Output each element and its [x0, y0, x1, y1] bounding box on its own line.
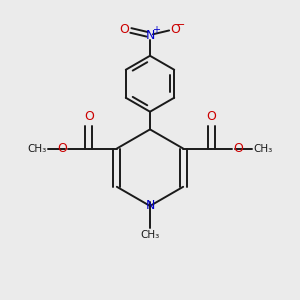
Text: N: N — [145, 29, 155, 42]
Text: CH₃: CH₃ — [27, 143, 46, 154]
Text: O: O — [233, 142, 243, 155]
Text: O: O — [84, 110, 94, 124]
Text: −: − — [176, 20, 185, 30]
Text: +: + — [152, 25, 160, 35]
Text: O: O — [57, 142, 67, 155]
Text: CH₃: CH₃ — [140, 230, 160, 239]
Text: O: O — [206, 110, 216, 124]
Text: N: N — [145, 200, 155, 212]
Text: O: O — [170, 23, 180, 36]
Text: O: O — [119, 23, 129, 36]
Text: CH₃: CH₃ — [254, 143, 273, 154]
